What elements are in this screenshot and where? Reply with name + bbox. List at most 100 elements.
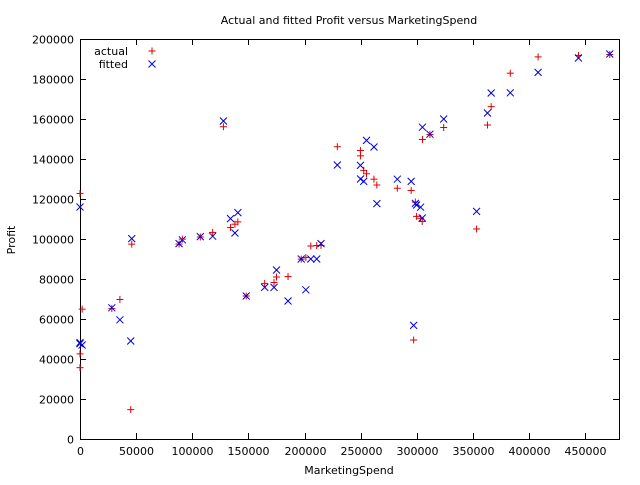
actual-point [440,123,448,131]
axes: 0 50000 100000 150000 200000 250000 300000 3500… [32,34,620,458]
fitted-point [175,239,183,248]
actual-point [413,212,421,220]
actual-point [302,254,310,262]
x-tick-label: 350000 [453,445,495,458]
actual-point [116,295,124,303]
fitted-point [412,201,421,209]
actual-point [209,228,217,236]
fitted-point [196,232,205,241]
actual-point [410,336,418,344]
actual-point [78,305,86,313]
legend-marker-actual [148,47,156,55]
x-axis-label: MarketingSpend [304,464,394,477]
fitted-point [270,283,278,292]
y-tick-label: 160000 [32,114,74,127]
actual-point [76,350,84,358]
actual-point [407,186,415,194]
actual-point [373,181,381,189]
fitted-point [242,292,251,300]
legend-marker-fitted [148,60,156,68]
x-tick-label: 50000 [119,445,154,458]
actual-point [227,224,235,232]
plot-frame [80,39,620,440]
fitted-point [127,234,136,243]
fitted-point [356,161,365,170]
fitted-point [231,229,239,237]
x-tick-label: 450000 [565,445,607,458]
fitted-point [472,207,481,216]
y-tick-label: 140000 [32,154,74,167]
fitted-point [333,161,342,169]
actual-point [483,121,491,129]
y-tick-label: 20000 [39,394,74,407]
fitted-point [306,255,315,263]
y-tick-label: 80000 [39,274,74,287]
actual-point [273,273,281,281]
fitted-point [407,177,416,186]
fitted-point [487,89,496,97]
x-tick-label: 400000 [509,445,551,458]
fitted-point [76,339,84,348]
x-tick-label: 150000 [228,445,270,458]
actual-point [418,218,426,226]
fitted-point [208,232,217,241]
fitted-point [312,255,321,263]
x-tick-label: 200000 [285,445,327,458]
fitted-point [370,143,378,151]
actual-point [76,189,84,197]
legend-label-actual: actual [94,45,128,58]
y-tick-label: 0 [67,434,74,447]
actual-point [506,69,514,77]
actual-point [534,53,542,61]
fitted-point [226,214,235,223]
x-tick-label: 300000 [397,445,439,458]
fitted-point [356,175,365,183]
fitted-point [372,199,381,208]
fitted-point [272,266,281,274]
fitted-point [233,208,242,217]
fitted-point [506,88,515,97]
fitted-point [284,297,292,305]
fitted-point [483,109,492,117]
actual-point [393,184,401,192]
actual-point [307,242,315,250]
fitted-point [418,214,427,222]
fitted-point [317,239,325,248]
actual-point [418,135,426,143]
actual-point [473,225,481,233]
fitted-point [416,203,425,212]
fitted-point [126,337,135,345]
y-tick-label: 100000 [32,234,74,247]
actual-point [333,143,341,151]
fitted-point [76,203,84,211]
actual-point [370,175,378,183]
actual-point [127,406,135,414]
actual-point [231,220,239,228]
fitted-point [426,130,434,139]
fitted-point [260,283,269,292]
legend-label-fitted: fitted [99,58,128,71]
chart-title: Actual and fitted Profit versus Marketin… [221,14,477,27]
actual-point [363,170,371,178]
actual-point [270,279,278,287]
fitted-point [359,177,368,186]
fitted-point [534,68,542,77]
y-tick-label: 120000 [32,194,74,207]
actual-point [261,279,269,287]
fitted-point [393,175,402,184]
fitted-point [409,321,418,330]
y-tick-label: 180000 [32,74,74,87]
actual-point [487,103,495,111]
actual-point [219,123,227,131]
fitted-point [574,54,583,62]
y-tick-label: 200000 [32,34,74,47]
actual-point [76,364,84,372]
x-tick-label: 250000 [341,445,383,458]
fitted-point [301,285,310,294]
fitted-point [76,338,84,347]
y-tick-label: 40000 [39,354,74,367]
fitted-point [439,115,448,123]
y-axis-label: Profit [5,225,18,254]
